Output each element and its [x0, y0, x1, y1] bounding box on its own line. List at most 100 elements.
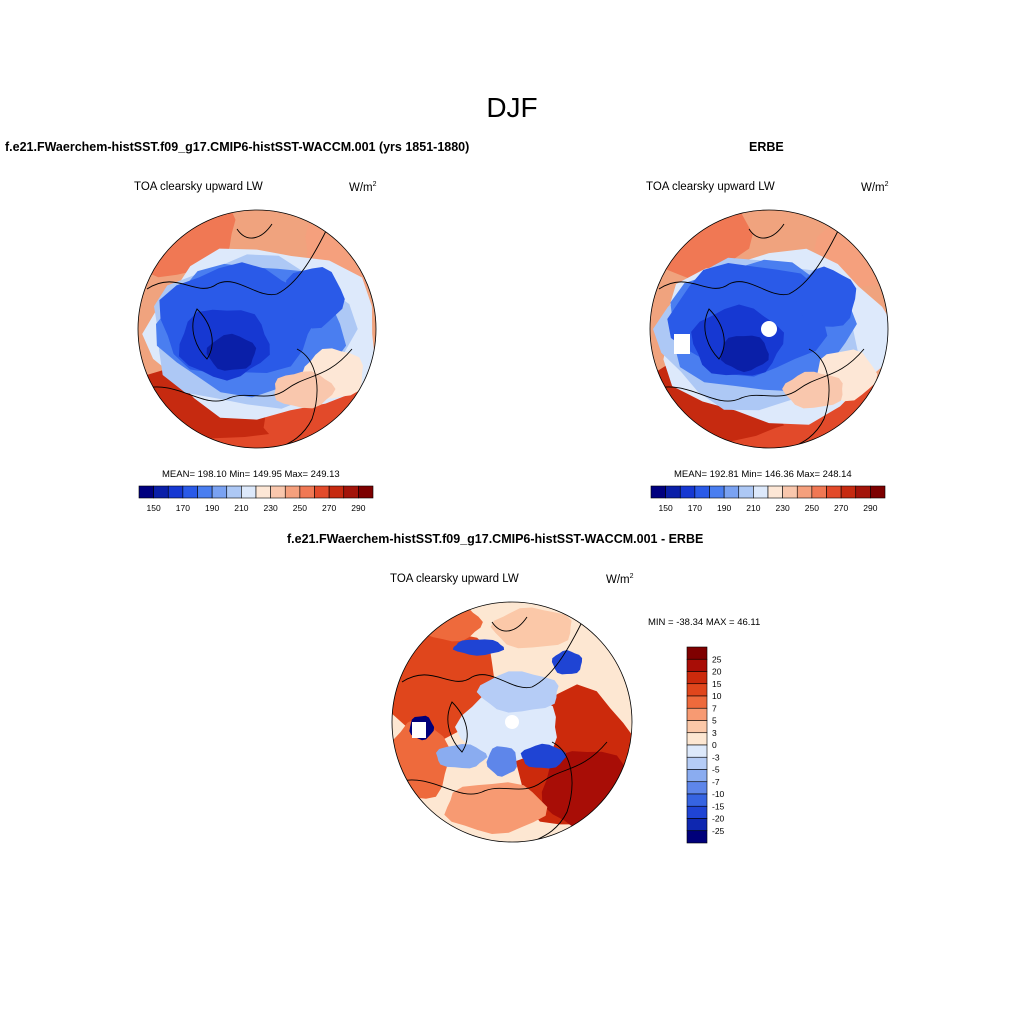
obs-colorbar-swatch: [826, 485, 842, 499]
field-contour: [520, 743, 566, 769]
figure-title: DJF: [486, 92, 538, 123]
obs-colorbar-tick-label: 250: [805, 503, 819, 513]
model-colorbar-swatch: [299, 485, 315, 499]
field-contour: [283, 267, 345, 329]
obs-colorbar-swatch: [753, 485, 769, 499]
map-border: [137, 209, 377, 449]
diff-colorbar-tick-label: -10: [712, 789, 725, 799]
diff-colorbar: 25 20 15 10 7 5 3 0 -3 -5 -7 -10 -15 -20 -25: [686, 646, 725, 844]
map-border: [649, 209, 889, 449]
obs-colorbar-swatch: [650, 485, 666, 499]
obs-colorbar-tick-label: 270: [834, 503, 848, 513]
diff-colorbar-tick-label: -5: [712, 765, 720, 775]
field-contour: [452, 639, 505, 656]
field-contour: [490, 607, 572, 649]
model-colorbar-swatch: [328, 485, 345, 499]
coastline-scandinavia: [236, 223, 273, 239]
obs-panel-units: W/m2: [861, 181, 889, 194]
coastlines: [653, 223, 865, 448]
obs-colorbar-swatch: [709, 485, 725, 499]
model-colorbar-tick-label: 210: [234, 503, 248, 513]
field-contour: [444, 782, 548, 834]
model-colorbar-swatch: [211, 485, 228, 499]
model-colorbar-swatch: [270, 485, 286, 499]
diff-colorbar-tick-label: 20: [712, 667, 722, 677]
diff-colorbar-tick-label: -3: [712, 752, 720, 762]
diff-colorbar-swatch: [686, 732, 708, 746]
field-contour: [720, 335, 769, 373]
model-colorbar-swatch: [197, 485, 213, 499]
obs-colorbar-tick-label: 150: [659, 503, 673, 513]
model-colorbar-tick-label: 170: [176, 503, 190, 513]
coastline-scandinavia: [748, 223, 785, 239]
model-polar-map: [137, 209, 377, 449]
obs-colorbar-swatch: [679, 485, 696, 499]
diff-colorbar-swatch: [686, 671, 708, 685]
coastline-eurasia: [658, 228, 840, 296]
model-colorbar-tick-label: 190: [205, 503, 219, 513]
obs-polar-map: [649, 209, 889, 449]
coastline-eurasia: [401, 621, 583, 689]
coastline-alaska: [276, 348, 318, 448]
model-colorbar-swatch: [241, 485, 257, 499]
model-colorbar-swatch: [138, 485, 154, 499]
coastline-scandinavia: [491, 616, 528, 632]
diff-colorbar-tick-label: -25: [712, 826, 725, 836]
diff-colorbar-tick-label: -7: [712, 777, 720, 787]
model-panel-title: f.e21.FWaerchem-histSST.f09_g17.CMIP6-hi…: [5, 140, 470, 154]
model-colorbar-tick-label: 290: [351, 503, 365, 513]
coastline-eurasia: [146, 228, 328, 296]
diff-colorbar-swatch: [686, 707, 708, 721]
diff-colorbar-swatch: [686, 830, 708, 844]
model-colorbar-swatch: [182, 485, 198, 499]
missing-data-pole: [505, 715, 519, 729]
model-colorbar-tick-label: 270: [322, 503, 336, 513]
diff-colorbar-swatch: [686, 744, 708, 758]
obs-colorbar-swatch: [840, 485, 857, 499]
field-contour: [486, 746, 517, 777]
obs-colorbar-swatch: [796, 485, 813, 499]
diff-colorbar-swatch: [686, 683, 708, 697]
model-colorbar-swatch: [284, 485, 301, 499]
model-colorbar-swatch: [255, 485, 271, 499]
obs-colorbar-tick-label: 290: [863, 503, 877, 513]
diff-colorbar-swatch: [686, 818, 708, 832]
obs-colorbar-tick-label: 190: [717, 503, 731, 513]
obs-colorbar-tick-label: 170: [688, 503, 702, 513]
obs-colorbar-swatch: [870, 485, 886, 499]
field-contour: [551, 650, 583, 675]
diff-colorbar-tick-label: -20: [712, 814, 725, 824]
model-colorbar-swatch: [153, 485, 169, 499]
obs-colorbar-swatch: [767, 485, 783, 499]
model-colorbar-tick-label: 150: [147, 503, 161, 513]
field-contour: [795, 266, 857, 328]
diff-colorbar-tick-label: 5: [712, 716, 717, 726]
model-panel-units: W/m2: [349, 181, 377, 194]
obs-colorbar: 150 170 190 210 230 250 270 290: [650, 485, 886, 513]
diff-colorbar-swatch: [686, 805, 708, 819]
model-panel-subtitle: TOA clearsky upward LW: [134, 181, 263, 193]
field-contour: [206, 333, 257, 371]
obs-panel-subtitle: TOA clearsky upward LW: [646, 181, 775, 193]
missing-data-patch: [412, 722, 426, 738]
obs-colorbar-swatch: [738, 485, 754, 499]
obs-colorbar-swatch: [665, 485, 681, 499]
diff-colorbar-swatch: [686, 646, 708, 660]
missing-data-pole: [761, 321, 777, 337]
coastline-greenland: [192, 308, 213, 360]
obs-panel-stats: MEAN= 192.81 Min= 146.36 Max= 248.14: [674, 469, 852, 480]
field-contour: [476, 671, 559, 713]
diff-colorbar-swatch: [686, 793, 708, 807]
diff-colorbar-tick-label: -15: [712, 801, 725, 811]
model-colorbar-swatch: [358, 485, 374, 499]
coastline-greenland: [704, 308, 725, 360]
diff-colorbar-tick-label: 7: [712, 703, 717, 713]
obs-colorbar-swatch: [811, 485, 827, 499]
diff-panel-units: W/m2: [606, 573, 634, 586]
model-colorbar-tick-label: 230: [264, 503, 278, 513]
field-contour: [274, 371, 336, 409]
obs-colorbar-swatch: [782, 485, 798, 499]
diff-colorbar-swatch: [686, 781, 708, 795]
diff-polar-map: [391, 601, 633, 843]
coastline-alaska: [531, 741, 573, 842]
